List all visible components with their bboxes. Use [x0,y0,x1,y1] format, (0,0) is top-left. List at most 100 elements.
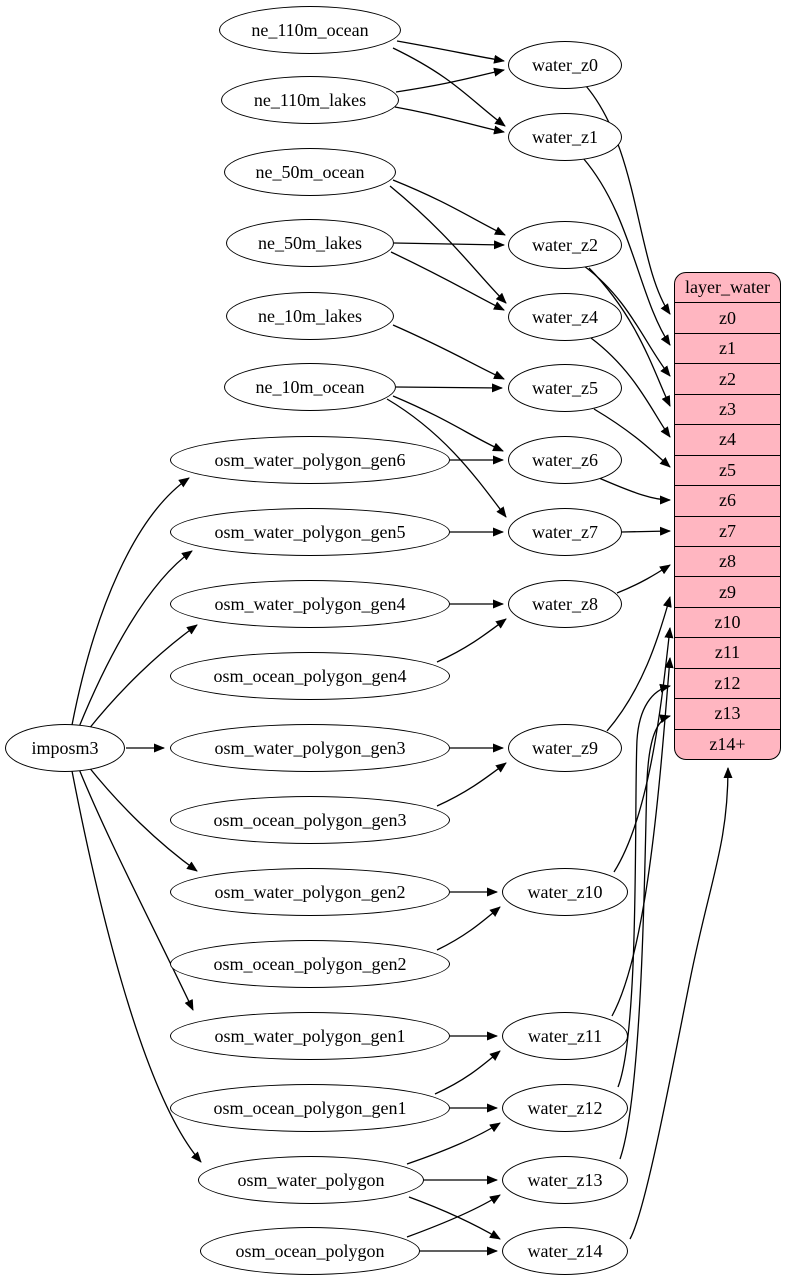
table-header: layer_water [685,277,770,298]
node-water-z8: water_z8 [508,580,622,628]
node-osm-water-polygon-gen1: osm_water_polygon_gen1 [170,1012,450,1060]
node-label: water_z9 [532,738,598,758]
node-water-z1: water_z1 [508,113,622,161]
edge-osm_ocean_polygon_gen3-to-water_z9 [436,762,507,807]
node-osm-water-polygon-gen6: osm_water_polygon_gen6 [170,436,450,484]
edge-imposm3-to-osm_water_polygon [71,770,202,1163]
node-water-z11: water_z11 [502,1012,628,1060]
node-label: osm_ocean_polygon [235,1241,385,1261]
node-label: ne_110m_lakes [253,90,367,110]
node-label: osm_water_polygon [237,1170,385,1190]
node-label: osm_water_polygon_gen5 [214,522,406,542]
edge-ne_50m_ocean-to-water_z2 [392,179,506,236]
edge-osm_water_polygon-to-water_z14 [408,1196,501,1240]
table-row-z0: z0 [675,302,780,332]
edge-ne_110m_ocean-to-water_z0 [396,40,505,64]
edge-water_z6-to-row-z6 [598,477,671,505]
node-water-z0: water_z0 [508,41,622,89]
edge-water_z11-to-row-z11 [611,657,674,1017]
table-row-z9: z9 [675,576,780,606]
table-row-z5: z5 [675,454,780,485]
edge-ne_50m_ocean-to-water_z4 [389,185,507,304]
edge-water_z1-to-row-z1 [582,157,671,346]
edge-osm_ocean_polygon_gen4-to-water_z8 [436,618,507,663]
node-label: ne_10m_ocean [255,377,365,397]
node-osm-water-polygon-gen4: osm_water_polygon_gen4 [170,580,450,628]
edge-water_z4-to-row-z4 [590,337,671,438]
node-label: water_z14 [527,1241,603,1261]
node-label: water_z12 [527,1098,603,1118]
node-water-z5: water_z5 [508,364,622,412]
edge-water_z13-to-row-z13 [619,714,671,1160]
node-ne-110m-lakes: ne_110m_lakes [221,76,399,124]
edge-ne_10m_ocean-to-water_z5 [395,383,503,393]
edge-water_z2-to-row-z3 [588,267,671,407]
node-osm-ocean-polygon-gen1: osm_ocean_polygon_gen1 [170,1084,450,1132]
node-ne-10m-lakes: ne_10m_lakes [226,292,394,340]
table-row-z6: z6 [675,485,780,515]
table-row-z11: z11 [675,637,780,667]
node-label: water_z13 [527,1170,603,1190]
node-label: osm_ocean_polygon_gen4 [213,666,407,686]
table-row-z12: z12 [675,667,780,698]
edge-osm_water_polygon-to-water_z12 [406,1122,501,1165]
node-water-z12: water_z12 [502,1084,628,1132]
node-label: imposm3 [31,738,99,758]
node-label: ne_10m_lakes [258,306,362,326]
node-label: osm_water_polygon_gen3 [214,738,406,758]
node-label: water_z6 [532,450,598,470]
edge-ne_110m_lakes-to-water_z0 [395,67,505,93]
node-osm-water-polygon: osm_water_polygon [198,1156,424,1204]
node-water-z13: water_z13 [502,1156,628,1204]
node-water-z6: water_z6 [508,436,622,484]
node-label: water_z8 [532,594,598,614]
node-osm-water-polygon-gen5: osm_water_polygon_gen5 [170,508,450,556]
node-label: osm_ocean_polygon_gen1 [213,1098,407,1118]
edge-water_z9-to-row-z9 [606,596,672,732]
node-label: osm_water_polygon_gen2 [214,882,406,902]
node-label: osm_ocean_polygon_gen3 [213,810,407,830]
edge-water_z12-to-row-z12 [617,683,671,1088]
edge-water_z8-to-row-z8 [616,564,671,594]
edge-osm_ocean_polygon-to-water_z13 [406,1194,501,1238]
edge-osm_ocean_polygon_gen1-to-water_z11 [434,1050,501,1095]
node-label: water_z11 [527,1026,603,1046]
node-osm-ocean-polygon: osm_ocean_polygon [200,1227,420,1275]
edge-osm_ocean_polygon_gen2-to-water_z10 [436,906,501,951]
node-osm-ocean-polygon-gen3: osm_ocean_polygon_gen3 [170,796,450,844]
edge-imposm3-to-osm_water_polygon_gen1 [78,768,194,1011]
node-label: ne_50m_ocean [255,162,365,182]
node-ne-10m-ocean: ne_10m_ocean [224,363,396,411]
edge-imposm3-to-osm_water_polygon_gen6 [71,477,190,726]
table-row-z2: z2 [675,363,780,393]
node-water-z4: water_z4 [508,293,622,341]
node-water-z2: water_z2 [508,221,622,269]
edge-ne_10m_ocean-to-water_z7 [386,398,507,518]
node-label: water_z1 [532,127,598,147]
node-label: osm_water_polygon_gen6 [214,450,406,470]
edge-water_z5-to-row-z5 [593,408,671,468]
node-osm-ocean-polygon-gen4: osm_ocean_polygon_gen4 [170,652,450,700]
edge-ne_50m_lakes-to-water_z4 [390,251,505,311]
edge-water_z7-to-row-z7 [621,526,671,536]
edge-ne_10m_ocean-to-water_z6 [392,395,504,452]
node-water-z7: water_z7 [508,508,622,556]
node-ne-50m-lakes: ne_50m_lakes [226,219,394,267]
node-ne-110m-ocean: ne_110m_ocean [219,6,401,54]
edge-imposm3-to-osm_water_polygon_gen4 [87,624,198,731]
node-imposm3: imposm3 [5,724,125,772]
table-row-z13: z13 [675,698,780,728]
node-label: water_z0 [532,55,598,75]
edge-ne_10m_lakes-to-water_z5 [392,324,505,380]
edge-ne_110m_lakes-to-water_z1 [394,106,505,135]
node-osm-water-polygon-gen3: osm_water_polygon_gen3 [170,724,450,772]
node-label: osm_water_polygon_gen4 [214,594,406,614]
table-row-z3: z3 [675,393,780,424]
node-label: water_z7 [532,522,598,542]
node-label: water_z2 [532,235,598,255]
node-label: water_z10 [527,882,603,902]
table-row-z7: z7 [675,515,780,546]
node-label: water_z5 [532,378,598,398]
